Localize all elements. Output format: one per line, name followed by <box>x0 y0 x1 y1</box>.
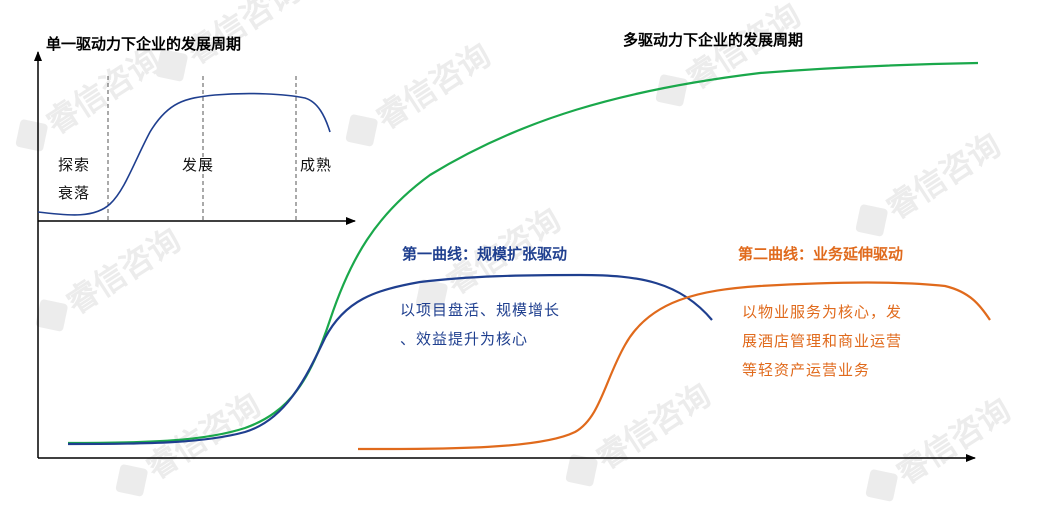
first-curve-desc-line: 、效益提升为核心 <box>400 330 529 348</box>
second-curve-desc-line: 展酒店管理和商业运营 <box>742 332 903 350</box>
single-driver-curve <box>37 92 331 216</box>
first-curve <box>67 273 713 446</box>
single-driver-title: 单一驱动力下企业的发展周期 <box>46 35 242 53</box>
first-curve-desc-line: 以项目盘活、规模增长 <box>400 301 561 319</box>
second-curve <box>357 281 991 451</box>
phase-label-mature: 成熟 <box>300 156 333 174</box>
first-curve-heading: 第一曲线：规模扩张驱动 <box>402 245 568 263</box>
phase-label-growth: 发展 <box>182 156 215 174</box>
phase-label-explore: 探索 <box>58 156 91 174</box>
second-curve-desc-line: 以物业服务为核心，发 <box>742 303 903 321</box>
diagram-canvas <box>34 51 991 462</box>
multi-driver-title: 多驱动力下企业的发展周期 <box>623 31 804 49</box>
second-curve-desc-line: 等轻资产运营业务 <box>742 361 871 379</box>
diagram-stage: 睿信咨询 睿信咨询 睿信咨询 睿信咨询 睿信咨询 睿信咨询 睿信咨询 睿信咨询 … <box>15 0 1017 502</box>
second-curve-heading: 第二曲线：业务延伸驱动 <box>738 245 904 263</box>
overall-growth-curve <box>67 61 979 445</box>
phase-label-decline: 衰落 <box>58 184 91 202</box>
